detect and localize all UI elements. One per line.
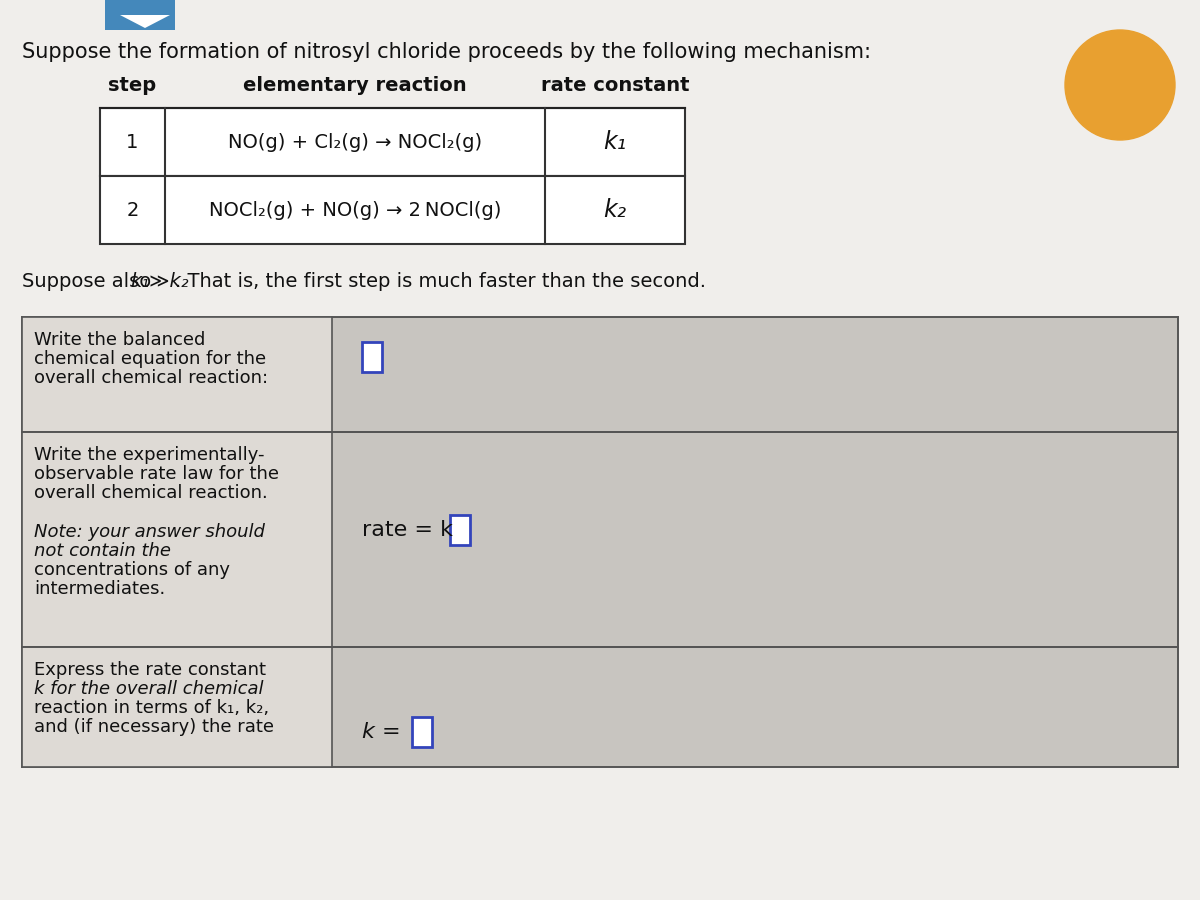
Bar: [450, 515, 470, 544]
Text: Note: your answer should: Note: your answer should: [34, 523, 265, 541]
Text: NOCl₂(g) + NO(g) → 2 NOCl(g): NOCl₂(g) + NO(g) → 2 NOCl(g): [209, 201, 502, 220]
Text: 1: 1: [126, 132, 139, 151]
Text: . That is, the first step is much faster than the second.: . That is, the first step is much faster…: [175, 272, 706, 291]
Text: overall chemical reaction:: overall chemical reaction:: [34, 369, 268, 387]
Circle shape: [1066, 30, 1175, 140]
Text: k₁≫k₂: k₁≫k₂: [130, 272, 188, 291]
Bar: [22, 647, 1178, 767]
Text: elementary reaction: elementary reaction: [244, 76, 467, 95]
Text: overall chemical reaction.: overall chemical reaction.: [34, 484, 268, 502]
Bar: [362, 342, 382, 372]
Text: not contain the: not contain the: [34, 542, 172, 560]
Text: Write the balanced: Write the balanced: [34, 331, 205, 349]
Text: chemical equation for the: chemical equation for the: [34, 350, 266, 368]
Text: intermediates.: intermediates.: [34, 580, 166, 598]
Text: k₂: k₂: [604, 198, 626, 222]
Bar: [100, 108, 685, 176]
Bar: [100, 176, 685, 244]
Text: Suppose also: Suppose also: [22, 272, 157, 291]
Bar: [106, 0, 175, 30]
Text: rate = k: rate = k: [362, 519, 460, 539]
Bar: [22, 647, 332, 767]
Bar: [22, 317, 1178, 432]
Bar: [412, 717, 432, 747]
Bar: [22, 432, 1178, 647]
Text: Express the rate constant: Express the rate constant: [34, 661, 266, 679]
Text: Suppose the formation of nitrosyl chloride proceeds by the following mechanism:: Suppose the formation of nitrosyl chlori…: [22, 42, 871, 62]
Text: reaction in terms of k₁, k₂,: reaction in terms of k₁, k₂,: [34, 699, 269, 717]
Text: k =: k =: [362, 722, 408, 742]
Polygon shape: [120, 15, 170, 28]
Text: rate constant: rate constant: [541, 76, 689, 95]
Text: 2: 2: [126, 201, 139, 220]
Text: step: step: [108, 76, 156, 95]
Text: k₁: k₁: [604, 130, 626, 154]
Text: k for the overall chemical: k for the overall chemical: [34, 680, 264, 698]
Text: NO(g) + Cl₂(g) → NOCl₂(g): NO(g) + Cl₂(g) → NOCl₂(g): [228, 132, 482, 151]
Text: Write the experimentally-: Write the experimentally-: [34, 446, 264, 464]
Text: and (if necessary) the rate: and (if necessary) the rate: [34, 718, 274, 736]
Text: observable rate law for the: observable rate law for the: [34, 465, 278, 483]
Bar: [22, 317, 332, 432]
Bar: [22, 432, 332, 647]
Text: concentrations of any: concentrations of any: [34, 561, 230, 579]
